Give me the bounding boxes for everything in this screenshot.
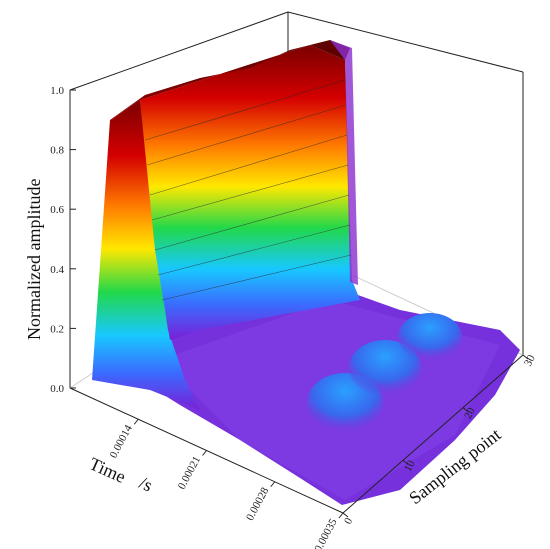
top-right-edge xyxy=(287,11,524,73)
time-tick-label: 0.00028 xyxy=(244,485,272,523)
time-tick-label: 0.00014 xyxy=(108,423,136,461)
z-tick-label: 0.2 xyxy=(50,323,64,335)
sampling-tick-mark xyxy=(342,512,349,518)
time-tick-mark xyxy=(202,450,207,456)
sampling-axis-line xyxy=(342,354,524,514)
sampling-tick-mark xyxy=(402,459,409,465)
bump-2 xyxy=(349,340,421,396)
sampling-tick-mark xyxy=(522,354,529,360)
z-tick-label: 1.0 xyxy=(50,85,64,97)
z-axis-title: Normalized amplitude xyxy=(24,179,44,340)
z-tick-label: 0.4 xyxy=(50,264,64,276)
z-axis-ticks: 0.0 0.2 0.4 0.6 0.8 1.0 xyxy=(50,85,76,395)
ridge-top xyxy=(110,40,350,120)
time-tick-mark xyxy=(133,418,139,425)
top-left-edge xyxy=(69,11,289,91)
sampling-tick-label: 0 xyxy=(342,515,355,526)
z-tick-label: 0.8 xyxy=(50,145,64,157)
time-tick-mark xyxy=(338,512,344,519)
time-tick-mark xyxy=(270,481,276,488)
z-tick-label: 0.6 xyxy=(50,204,64,216)
time-axis-unit: /s xyxy=(136,472,155,495)
bumps xyxy=(307,313,462,433)
contour-lines xyxy=(144,79,352,301)
z-tick-label: 0.0 xyxy=(50,383,64,395)
sampling-tick-label: 30 xyxy=(522,353,538,369)
ridge-back-face xyxy=(330,40,358,285)
time-tick-label: 0.00035 xyxy=(312,516,340,549)
time-axis-title: Time xyxy=(86,453,128,486)
bump-3 xyxy=(398,313,462,361)
time-tick-label: 0.00021 xyxy=(176,454,203,491)
sampling-tick-mark xyxy=(462,407,469,413)
ridge-front-face xyxy=(92,100,200,410)
